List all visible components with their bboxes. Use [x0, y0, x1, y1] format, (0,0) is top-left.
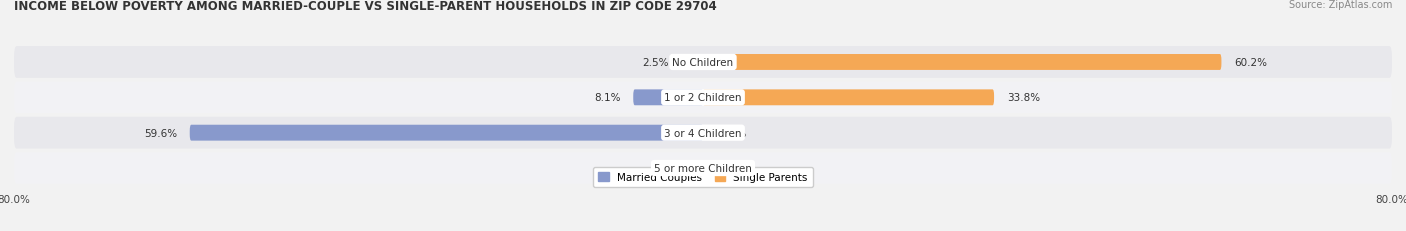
- FancyBboxPatch shape: [14, 152, 1392, 184]
- Text: 0.0%: 0.0%: [659, 163, 686, 173]
- FancyBboxPatch shape: [14, 117, 1392, 149]
- Text: Source: ZipAtlas.com: Source: ZipAtlas.com: [1288, 0, 1392, 10]
- Text: 33.8%: 33.8%: [1007, 93, 1040, 103]
- Text: 0.0%: 0.0%: [720, 163, 747, 173]
- FancyBboxPatch shape: [703, 90, 994, 106]
- FancyBboxPatch shape: [703, 55, 1222, 71]
- Text: 2.5%: 2.5%: [643, 58, 669, 68]
- FancyBboxPatch shape: [14, 47, 1392, 79]
- Text: 1 or 2 Children: 1 or 2 Children: [664, 93, 742, 103]
- FancyBboxPatch shape: [633, 90, 703, 106]
- FancyBboxPatch shape: [682, 55, 703, 71]
- Text: 8.1%: 8.1%: [593, 93, 620, 103]
- Text: 3 or 4 Children: 3 or 4 Children: [664, 128, 742, 138]
- Text: No Children: No Children: [672, 58, 734, 68]
- Text: 5 or more Children: 5 or more Children: [654, 163, 752, 173]
- Text: 59.6%: 59.6%: [143, 128, 177, 138]
- Text: 60.2%: 60.2%: [1234, 58, 1267, 68]
- FancyBboxPatch shape: [14, 82, 1392, 114]
- Text: 0.0%: 0.0%: [720, 128, 747, 138]
- Text: INCOME BELOW POVERTY AMONG MARRIED-COUPLE VS SINGLE-PARENT HOUSEHOLDS IN ZIP COD: INCOME BELOW POVERTY AMONG MARRIED-COUPL…: [14, 0, 717, 13]
- FancyBboxPatch shape: [190, 125, 703, 141]
- Legend: Married Couples, Single Parents: Married Couples, Single Parents: [593, 167, 813, 187]
